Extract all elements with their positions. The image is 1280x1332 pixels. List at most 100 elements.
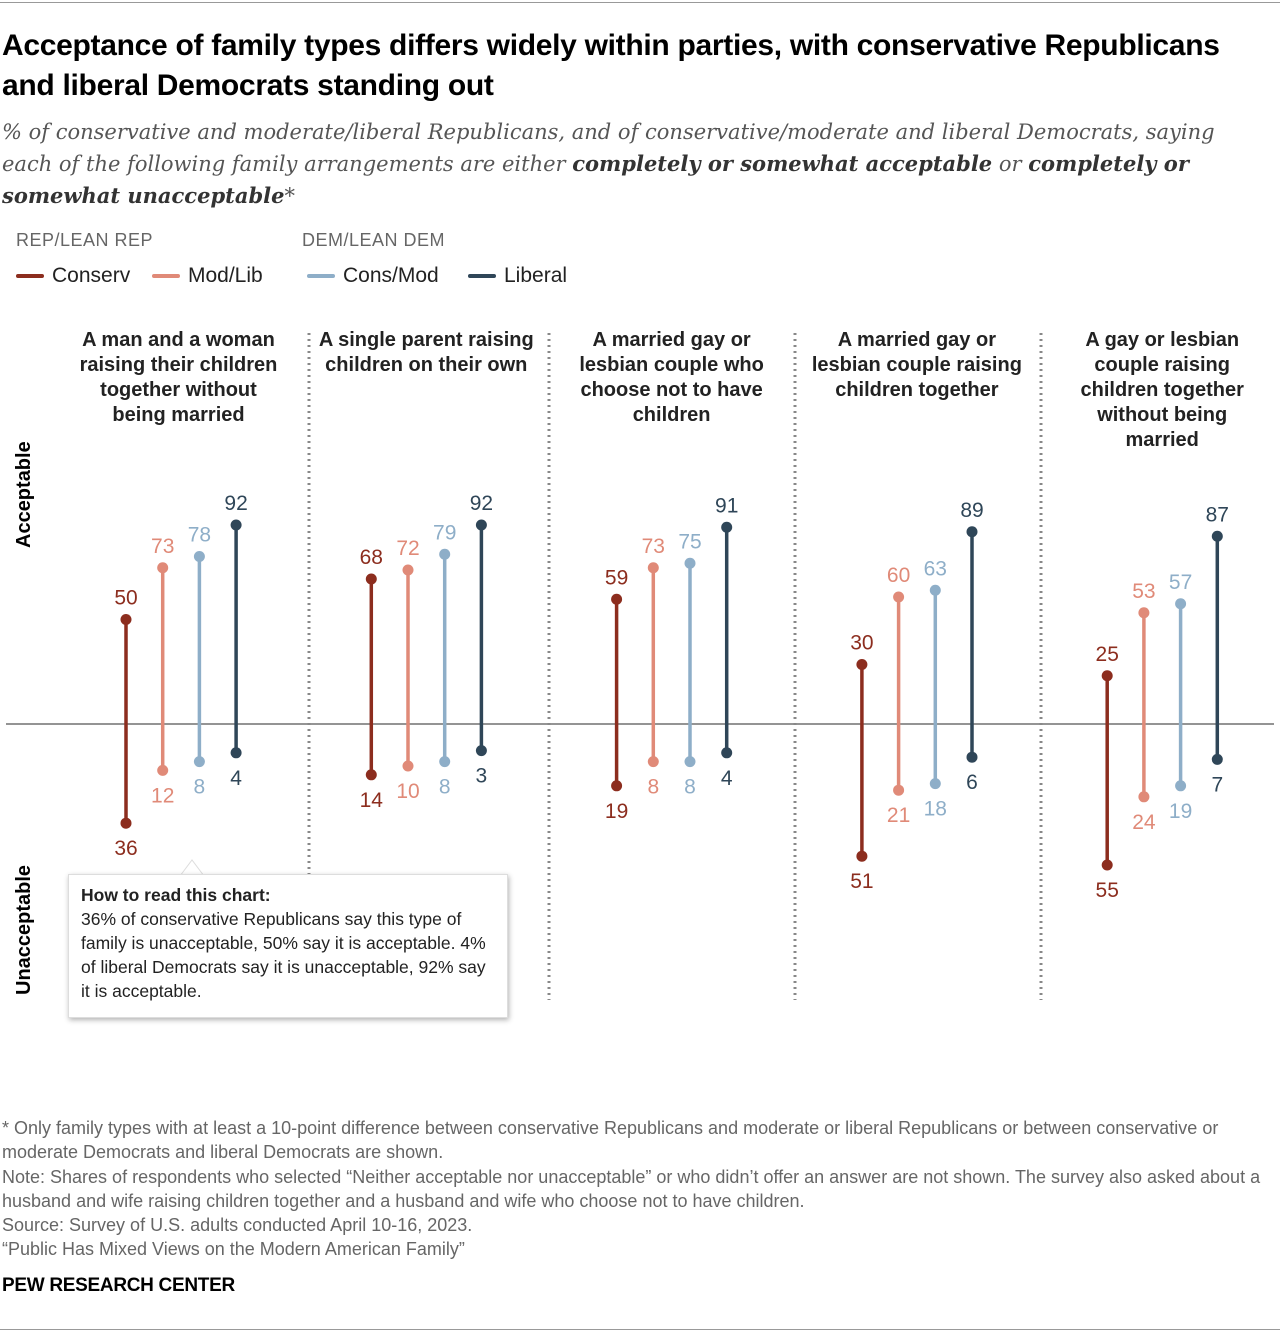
unacceptable-value-label: 19 — [605, 800, 628, 823]
unacceptable-value-label: 10 — [396, 780, 419, 803]
unacceptable-value-label: 4 — [230, 767, 242, 790]
legend-swatch — [152, 274, 180, 278]
unacceptable-value-label: 8 — [194, 776, 206, 799]
top-rule — [0, 2, 1280, 3]
acceptable-dot — [1101, 670, 1113, 682]
legend-label: Cons/Mod — [343, 264, 439, 287]
acceptable-dot — [365, 573, 377, 585]
panel-title: A married gay or lesbian couple who choo… — [579, 329, 764, 426]
chart-plot: 5036731278892468147210798923591973875891… — [6, 333, 1274, 1000]
unacceptable-dot — [684, 756, 696, 768]
chart-subtitle: % of conservative and moderate/liberal R… — [2, 120, 1215, 208]
acceptable-value-label: 92 — [470, 492, 493, 515]
legend-item: Liberal — [468, 264, 567, 288]
unacceptable-dot — [721, 747, 733, 759]
acceptable-dot — [1175, 598, 1187, 610]
acceptable-dot — [647, 562, 659, 574]
legend-swatch — [468, 274, 496, 278]
acceptable-dot — [193, 551, 205, 562]
legend-label: Conserv — [52, 264, 131, 287]
unacceptable-value-label: 19 — [1169, 800, 1192, 823]
unacceptable-dot — [966, 751, 978, 763]
unacceptable-value-label: 6 — [966, 771, 978, 794]
unacceptable-dot — [230, 747, 242, 759]
acceptable-value-label: 53 — [1132, 580, 1155, 603]
acceptable-value-label: 30 — [850, 632, 873, 655]
legend-item: Mod/Lib — [152, 264, 263, 288]
unacceptable-dot — [647, 756, 659, 768]
acceptable-dot — [475, 519, 487, 531]
unacceptable-value-label: 14 — [360, 789, 384, 812]
unacceptable-dot — [157, 764, 169, 776]
acceptable-dot — [1138, 607, 1150, 619]
acceptable-dot — [684, 557, 696, 569]
unacceptable-value-label: 8 — [684, 776, 696, 799]
acceptable-value-label: 72 — [396, 537, 419, 560]
legend-label: Mod/Lib — [188, 264, 263, 287]
unacceptable-value-label: 3 — [476, 765, 488, 788]
acceptable-dot — [721, 521, 733, 533]
legend-label: Liberal — [504, 264, 568, 287]
legend-swatch — [307, 274, 335, 278]
acceptable-dot — [611, 593, 623, 605]
unacceptable-value-label: 4 — [721, 767, 733, 790]
unacceptable-dot — [365, 769, 377, 781]
acceptable-dot — [439, 548, 451, 560]
legend-group-rep: REP/LEAN REP — [16, 230, 154, 250]
unacceptable-dot — [402, 760, 414, 772]
how-to-read-title: How to read this chart: — [81, 885, 271, 905]
acceptable-value-label: 68 — [360, 546, 383, 569]
note: Note: Shares of respondents who selected… — [2, 1166, 1261, 1211]
legend-item: Cons/Mod — [307, 264, 439, 288]
acceptable-value-label: 63 — [924, 557, 947, 580]
bottom-rule — [0, 1329, 1280, 1330]
acceptable-value-label: 73 — [151, 535, 174, 558]
axis-label-acceptable: Acceptable — [13, 441, 35, 548]
acceptable-value-label: 89 — [960, 499, 983, 522]
acceptable-value-label: 57 — [1169, 571, 1192, 594]
unacceptable-dot — [439, 756, 451, 768]
acceptable-value-label: 79 — [433, 521, 456, 544]
panel-title: A gay or lesbian couple raising children… — [1080, 329, 1244, 451]
unacceptable-value-label: 18 — [924, 798, 947, 821]
acceptable-dot — [1211, 530, 1223, 542]
acceptable-value-label: 73 — [642, 535, 665, 558]
unacceptable-dot — [193, 756, 205, 768]
unacceptable-value-label: 21 — [887, 804, 910, 827]
chart-title: Acceptance of family types differs widel… — [2, 29, 1220, 102]
acceptable-value-label: 50 — [114, 587, 137, 610]
panel-title: A single parent raising children on thei… — [318, 329, 534, 376]
legend-item: Conserv — [16, 264, 130, 288]
unacceptable-value-label: 12 — [151, 784, 174, 807]
unacceptable-dot — [611, 780, 623, 792]
acceptable-dot — [230, 519, 242, 531]
unacceptable-value-label: 8 — [647, 776, 659, 799]
acceptable-value-label: 78 — [188, 524, 211, 547]
acceptable-dot — [120, 614, 132, 625]
unacceptable-dot — [475, 745, 487, 757]
source: Source: Survey of U.S. adults conducted … — [2, 1215, 473, 1236]
legend-swatch — [16, 274, 44, 278]
acceptable-value-label: 75 — [678, 530, 701, 553]
brand-logo-text: PEW RESEARCH CENTER — [2, 1275, 235, 1296]
footnote: * Only family types with at least a 10-p… — [2, 1118, 1219, 1163]
panel-title: A man and a woman raising their children… — [79, 329, 278, 426]
axis-label-unacceptable: Unacceptable — [13, 864, 35, 995]
unacceptable-dot — [1211, 753, 1223, 765]
how-to-read-box: How to read this chart: 36% of conservati… — [68, 874, 508, 1018]
acceptable-value-label: 91 — [715, 494, 738, 517]
acceptable-value-label: 87 — [1206, 503, 1229, 526]
unacceptable-dot — [929, 778, 941, 790]
acceptable-dot — [966, 526, 978, 538]
acceptable-dot — [402, 564, 414, 576]
acceptable-dot — [157, 562, 169, 574]
unacceptable-dot — [120, 817, 132, 829]
unacceptable-value-label: 55 — [1096, 879, 1119, 902]
unacceptable-value-label: 24 — [1132, 811, 1156, 834]
acceptable-value-label: 25 — [1096, 643, 1119, 666]
panel-title: A married gay or lesbian couple raising … — [811, 329, 1022, 401]
unacceptable-dot — [1175, 780, 1187, 792]
unacceptable-value-label: 51 — [850, 870, 873, 893]
unacceptable-dot — [1101, 859, 1113, 871]
acceptable-value-label: 60 — [887, 564, 910, 587]
